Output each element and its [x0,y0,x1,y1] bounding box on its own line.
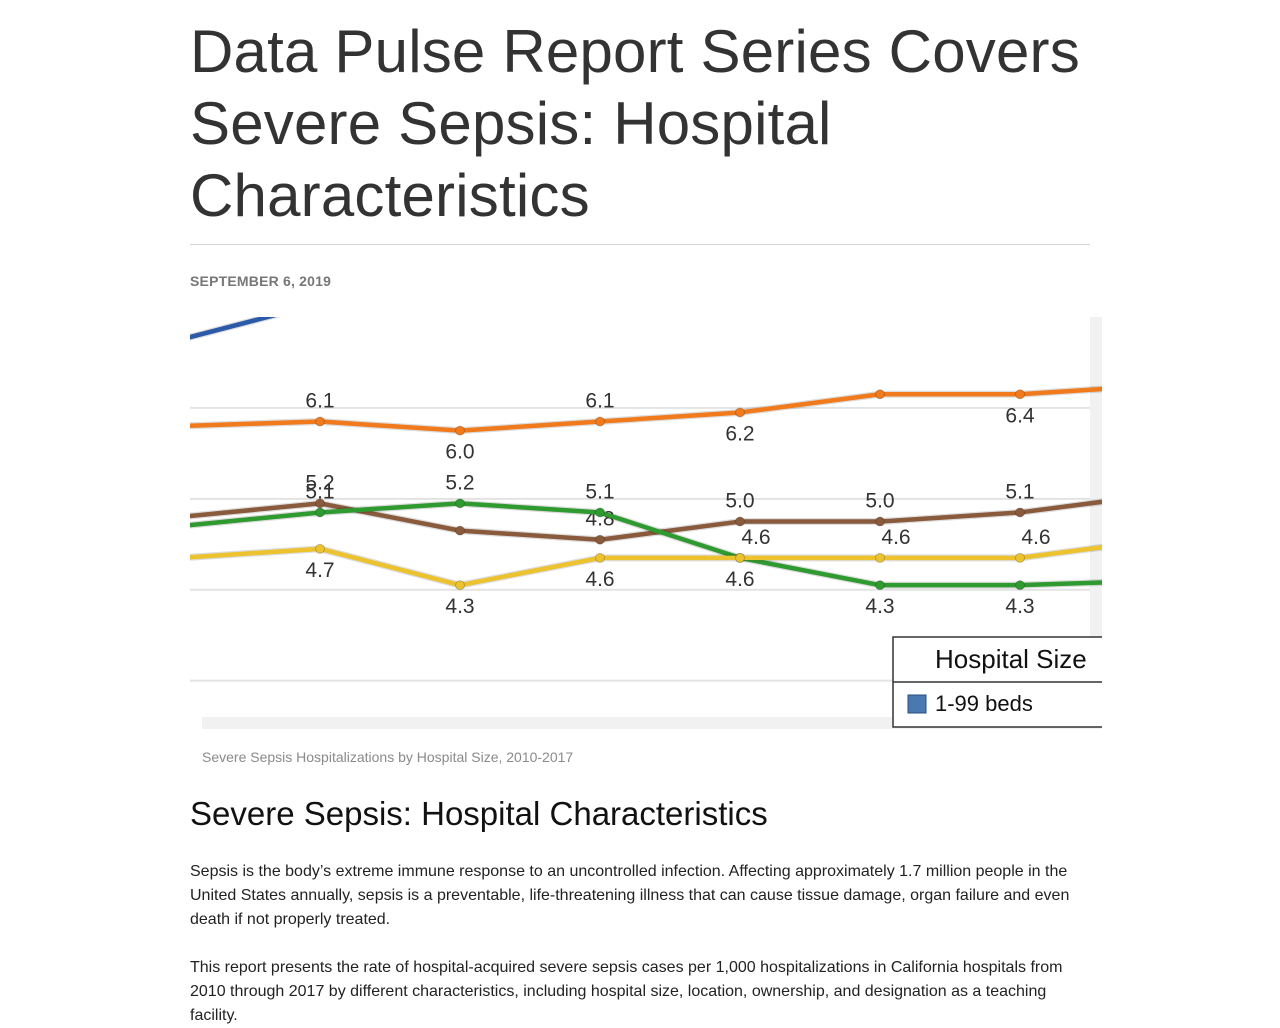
data-point [455,498,465,509]
article: Data Pulse Report Series Covers Severe S… [190,0,1102,1024]
data-label: 4.3 [445,595,474,618]
data-point [455,580,465,591]
data-label: 5.1 [305,480,334,503]
data-label: 4.6 [585,568,614,591]
data-point [735,407,745,418]
data-point [1015,389,1025,400]
data-label: 6.1 [585,390,614,413]
data-label: 6.2 [725,422,754,445]
series-line [190,544,1102,588]
data-label: 5.1 [585,480,614,503]
data-point [595,507,605,518]
data-point [875,552,885,563]
series-line [190,386,1102,433]
data-label: 5.0 [725,490,754,513]
paragraph: This report presents the rate of hospita… [190,959,1063,1024]
data-label: 6.1 [305,390,334,413]
data-point [735,552,745,563]
data-point [315,498,325,509]
legend-swatch [907,694,927,714]
legend-entry-label: 1-99 beds [935,691,1033,716]
data-point [315,416,325,427]
data-label: 4.3 [1005,595,1034,618]
chart-image: 6.1 6.0 6.1 6.2 6.4 5.2 4.8 5.0 5.0 5.1 5.1 5.2 5.1 4… [190,317,1102,729]
data-label: 5.2 [445,471,474,494]
data-point [875,389,885,400]
data-label: 6.4 [1005,404,1035,427]
data-point [875,580,885,591]
data-point [595,416,605,427]
chart-figure: 6.1 6.0 6.1 6.2 6.4 5.2 4.8 5.0 5.0 5.1 5.1 5.2 5.1 4… [190,317,1102,765]
figure-caption: Severe Sepsis Hospitalizations by Hospit… [202,749,574,765]
paragraph: Sepsis is the body’s extreme immune resp… [190,863,1070,928]
data-label: 4.6 [725,568,754,591]
data-point [735,516,745,527]
data-point [595,552,605,563]
data-label: 6.0 [445,441,474,464]
data-label: 4.6 [1021,526,1050,549]
data-label: 4.6 [741,526,770,549]
data-point [1015,507,1025,518]
series-line [190,501,1102,588]
page-title: Data Pulse Report Series Covers Severe S… [190,18,1080,229]
data-label: 4.3 [865,595,894,618]
data-label: 5.2 [305,471,334,494]
data-point [1015,552,1025,563]
post-date: SEPTEMBER 6, 2019 [190,273,332,289]
data-point [875,516,885,527]
data-label: 5.1 [1005,480,1034,503]
section-heading: Severe Sepsis: Hospital Characteristics [190,795,768,832]
data-label: 4.6 [881,526,910,549]
line-chart: 6.16.06.16.26.45.24.85.0 5.0 5.15.1 5.2 5.14… [190,317,1102,729]
data-point [315,507,325,518]
data-label: 5.0 [865,490,894,513]
data-point [455,525,465,536]
series-line [190,317,277,340]
legend-title: Hospital Size [935,644,1087,674]
data-label: 4.7 [305,559,334,582]
data-point [315,543,325,554]
title-divider [190,244,1090,245]
data-point [455,425,465,436]
series-line [190,499,1102,542]
data-point [1015,580,1025,591]
data-point [595,534,605,545]
